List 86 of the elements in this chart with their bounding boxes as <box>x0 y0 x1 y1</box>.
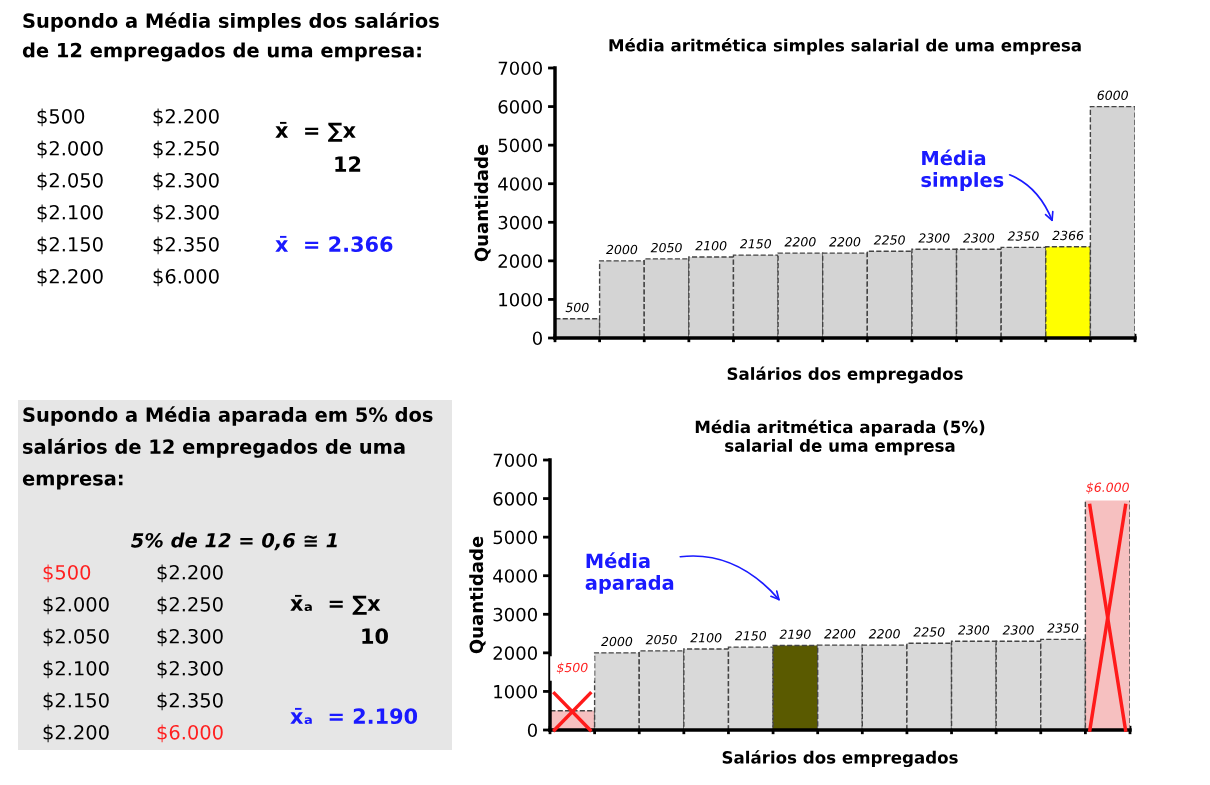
text: 12 <box>335 156 361 172</box>
text: $6.000 <box>157 724 223 743</box>
data-label: 2050 <box>650 242 682 253</box>
data-label: 2000 <box>601 636 633 647</box>
text: $2.200 <box>153 108 219 127</box>
y-tick-label: 4000 <box>498 177 542 191</box>
text: $2.250 <box>157 596 223 615</box>
text: $2.300 <box>157 628 223 647</box>
y-tick-label: 6000 <box>498 100 542 114</box>
data-label: 2150 <box>739 239 772 249</box>
x-axis-title: Salários dos empregados <box>727 366 963 384</box>
y-tick-label: 5000 <box>498 138 542 153</box>
data-label: 2250 <box>913 627 945 637</box>
x-axis-title: Salários dos empregados <box>722 750 958 768</box>
text: $2.250 <box>153 140 219 159</box>
text: $2.050 <box>43 628 109 647</box>
text: x̄ = 2.366 <box>275 235 393 253</box>
y-tick-label: 2000 <box>493 646 537 660</box>
text: salários de 12 empregados de uma <box>23 438 405 458</box>
text: $2.100 <box>37 204 103 223</box>
text: $2.050 <box>37 172 103 191</box>
text: Supondo a Média aparada em 5% dos <box>23 406 433 426</box>
data-label: 2350 <box>1047 623 1079 633</box>
text: $2.300 <box>153 172 219 191</box>
chart-title: Média aritmética simples salarial de uma empresa <box>609 38 1081 55</box>
data-label: 2250 <box>873 235 905 245</box>
data-label: 2200 <box>824 629 856 639</box>
data-label: 2100 <box>690 632 722 643</box>
data-label: 2300 <box>918 233 950 243</box>
annotation: Média aparada <box>585 552 674 594</box>
data-label: 500 <box>565 302 589 313</box>
text: de 12 empregados de uma empresa: <box>22 42 421 62</box>
data-label: 2300 <box>957 625 990 635</box>
y-tick-label: 7000 <box>498 61 542 76</box>
y-tick-label: 1000 <box>499 292 542 307</box>
y-axis-title: Quantidade <box>469 536 486 654</box>
text: empresa: <box>22 474 123 490</box>
text: $2.300 <box>157 660 223 679</box>
data-label: 2366 <box>1052 230 1084 241</box>
text: x̄ₐ = 2.190 <box>290 707 418 725</box>
text: x̄ = ∑x <box>275 121 356 142</box>
y-tick-label: 0 <box>527 723 537 738</box>
text: $2.200 <box>37 268 103 287</box>
text: $2.100 <box>43 660 109 679</box>
y-tick-label: 2000 <box>498 254 542 268</box>
data-label: 6000 <box>1097 90 1128 100</box>
text: x̄ₐ = ∑x <box>290 594 381 615</box>
text: $2.200 <box>157 564 223 583</box>
text: 5% de 12 = 0,6 ≅ 1 <box>131 532 337 551</box>
y-tick-label: 6000 <box>493 492 537 506</box>
data-label: 2200 <box>868 629 900 639</box>
text: $2.350 <box>153 236 219 255</box>
text: $2.150 <box>37 236 103 255</box>
data-label: 2050 <box>645 634 677 645</box>
data-label: 2000 <box>606 244 638 255</box>
text: $2.150 <box>43 692 109 711</box>
y-tick-label: 1000 <box>494 684 537 699</box>
text: $2.350 <box>157 692 223 711</box>
data-label: 2200 <box>784 237 816 247</box>
data-label: 2200 <box>829 237 861 247</box>
data-label: 2100 <box>695 240 727 251</box>
data-label: 2300 <box>962 233 995 243</box>
data-label: 2190 <box>779 629 811 639</box>
y-tick-label: 5000 <box>493 530 537 545</box>
y-axis-title: Quantidade <box>474 144 491 262</box>
text: $500 <box>37 108 85 127</box>
chart-title: Média aritmética aparada (5%) salarial de uma empresa <box>695 419 985 456</box>
text: Supondo a Média simples dos salários <box>23 12 439 32</box>
y-tick-label: 3000 <box>493 607 537 622</box>
data-label: 2150 <box>734 631 767 641</box>
text: $2.200 <box>43 724 109 743</box>
data-label: $6.000 <box>1086 482 1129 494</box>
text: $6.000 <box>153 268 219 287</box>
text: $500 <box>43 564 91 583</box>
data-label: $500 <box>556 662 588 674</box>
y-tick-label: 3000 <box>498 215 542 230</box>
text: $2.000 <box>43 596 109 615</box>
y-tick-label: 4000 <box>493 569 537 583</box>
y-tick-label: 0 <box>532 331 542 346</box>
data-label: 2350 <box>1007 231 1039 241</box>
text: $2.000 <box>37 140 103 159</box>
annotation: Média simples <box>921 149 1004 191</box>
data-label: 2300 <box>1002 625 1034 635</box>
y-tick-label: 7000 <box>493 453 537 468</box>
text: 10 <box>362 628 388 645</box>
text: $2.300 <box>153 204 219 223</box>
